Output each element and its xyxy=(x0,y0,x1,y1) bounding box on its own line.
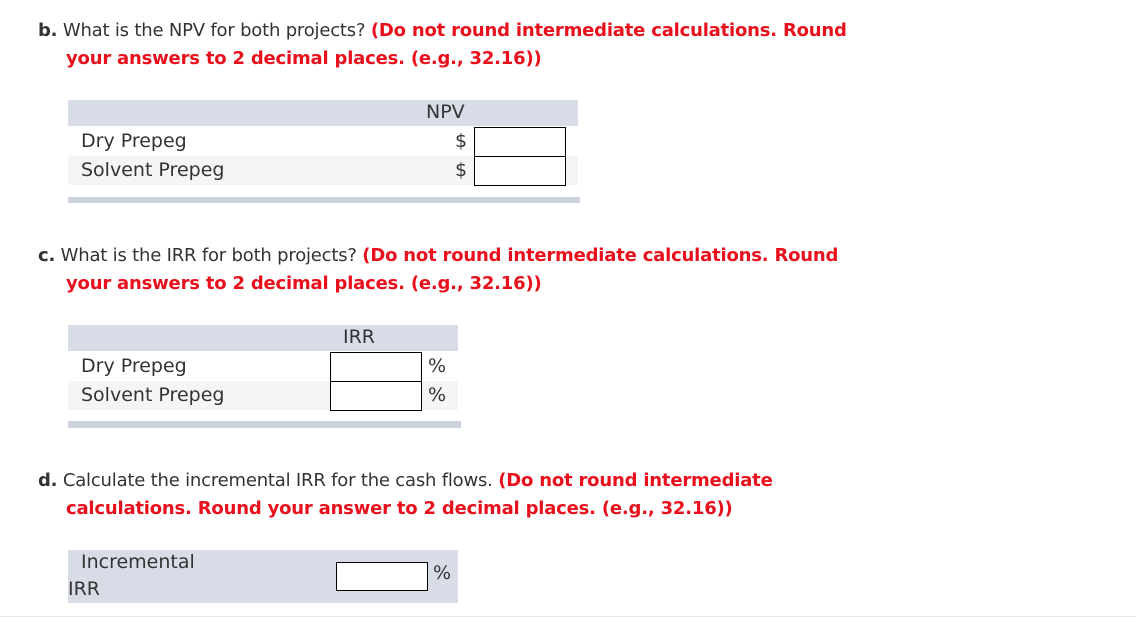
incremental-irr-input[interactable] xyxy=(336,562,428,591)
table-footer-bar xyxy=(68,421,461,428)
percent-sign: % xyxy=(428,355,447,377)
npv-row-dry-prepeg: Dry Prepeg $ xyxy=(68,127,578,156)
row-label: Dry Prepeg xyxy=(81,130,187,152)
npv-solvent-prepeg-input[interactable] xyxy=(474,156,566,186)
percent-sign: % xyxy=(433,562,452,584)
instruction-text: (Do not round intermediate calculations.… xyxy=(370,20,847,41)
irr-solvent-prepeg-input[interactable] xyxy=(330,381,422,411)
row-label: Dry Prepeg xyxy=(81,355,187,377)
instruction-text-cont: your answers to 2 decimal places. (e.g.,… xyxy=(66,48,542,69)
row-label: Incremental xyxy=(81,551,195,573)
question-text: Calculate the incremental IRR for the ca… xyxy=(62,470,493,491)
table-footer-bar xyxy=(68,197,580,203)
row-label: Solvent Prepeg xyxy=(81,159,225,181)
irr-table-header: IRR xyxy=(68,325,458,351)
instruction-text-cont: your answers to 2 decimal places. (e.g.,… xyxy=(66,273,542,294)
irr-column-header: IRR xyxy=(343,326,376,348)
part-b-question: b. What is the NPV for both projects? (D… xyxy=(38,17,847,45)
npv-table-header: NPV xyxy=(68,100,578,126)
divider xyxy=(0,616,1136,617)
npv-column-header: NPV xyxy=(426,101,465,123)
instruction-text: (Do not round intermediate xyxy=(498,470,773,491)
instruction-text-cont: calculations. Round your answer to 2 dec… xyxy=(66,498,733,519)
question-text: What is the IRR for both projects? xyxy=(60,245,357,266)
question-letter: b. xyxy=(38,20,58,41)
question-letter: d. xyxy=(38,470,58,491)
part-c-question: c. What is the IRR for both projects? (D… xyxy=(38,242,838,270)
dollar-sign: $ xyxy=(455,130,468,152)
irr-dry-prepeg-input[interactable] xyxy=(330,352,422,382)
dollar-sign: $ xyxy=(455,159,468,181)
irr-row-dry-prepeg: Dry Prepeg % xyxy=(68,352,458,381)
part-d-question: d. Calculate the incremental IRR for the… xyxy=(38,467,773,495)
row-label-cont: IRR xyxy=(68,578,101,600)
npv-dry-prepeg-input[interactable] xyxy=(474,127,566,157)
question-letter: c. xyxy=(38,245,56,266)
instruction-text: (Do not round intermediate calculations.… xyxy=(362,245,839,266)
question-text: What is the NPV for both projects? xyxy=(62,20,366,41)
row-label: Solvent Prepeg xyxy=(81,384,225,406)
percent-sign: % xyxy=(428,384,447,406)
